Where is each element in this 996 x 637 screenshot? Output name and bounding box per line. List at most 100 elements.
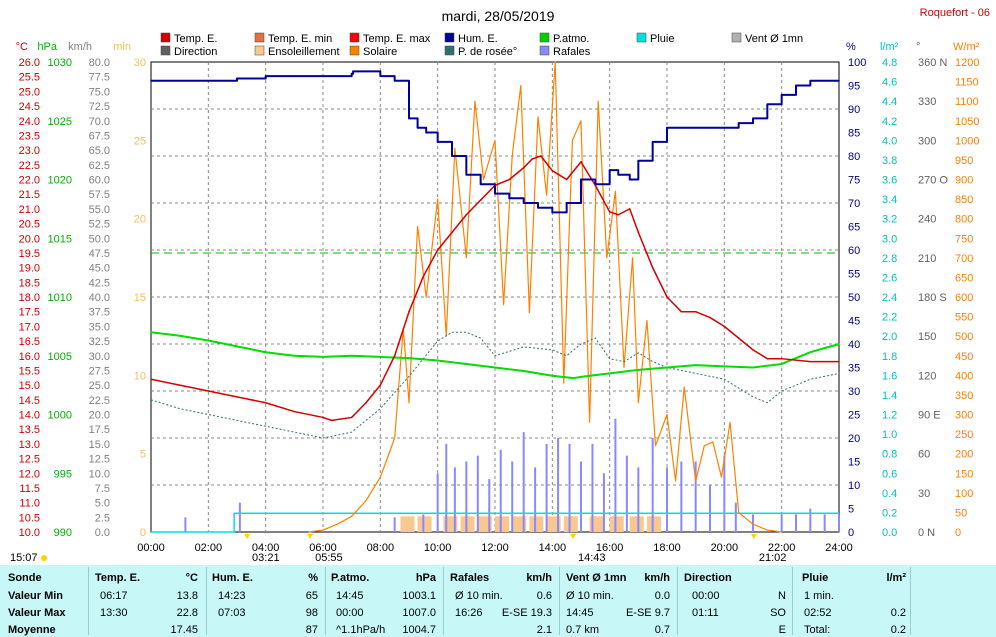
axis-tick-hum: 55 (848, 269, 860, 281)
summary-divider (325, 567, 326, 635)
axis-tick-dir: 60 (918, 449, 930, 461)
axis-tick-temp: 24.0 (19, 116, 40, 128)
axis-tick-hum: 20 (848, 433, 860, 445)
series-point (408, 310, 410, 313)
axis-tick-hum: 70 (848, 198, 860, 210)
summary-cell: 22.8 (176, 607, 198, 619)
x-tick-label: 00:00 (137, 542, 165, 554)
axis-tick-wind: 67.5 (89, 130, 110, 142)
axis-tick-hum: 90 (848, 104, 860, 116)
summary-divider (206, 567, 207, 635)
axis-tick-solar: 450 (955, 351, 973, 363)
summary-cell: 65 (305, 590, 318, 602)
summary-cell: 06:17 (100, 590, 128, 602)
series-point (293, 410, 296, 413)
axis-tick-dir: 90 E (918, 410, 941, 422)
summary-cell: km/h (526, 572, 552, 584)
series-point (551, 374, 554, 377)
axis-tick-min: 20 (134, 214, 146, 226)
summary-cell: Moyenne (8, 624, 56, 636)
series-point (628, 208, 631, 210)
series-point (838, 360, 840, 363)
axis-tick-solar: 150 (955, 468, 973, 480)
axis-tick-rain: 3.8 (882, 155, 897, 167)
series-point (479, 199, 482, 201)
legend-swatch (349, 45, 360, 56)
series-point (408, 357, 410, 359)
summary-cell: Ø 10 min. (566, 590, 614, 602)
series-point (436, 359, 439, 362)
axis-tick-press: 1020 (48, 175, 72, 187)
axis-unit-press: hPa (37, 41, 57, 53)
series-point (236, 77, 238, 80)
axis-tick-wind: 50.0 (89, 233, 110, 245)
series-point (723, 365, 726, 368)
series-point (425, 131, 428, 134)
x-tick-label: 04:00 (252, 542, 280, 554)
axis-unit-min: min (113, 41, 131, 53)
summary-cell: l/m² (886, 572, 906, 584)
series-point (551, 211, 554, 214)
series-line (150, 331, 840, 380)
series-point (737, 337, 740, 339)
series-point (608, 372, 611, 375)
series-point (236, 396, 238, 398)
axis-tick-wind: 12.5 (89, 454, 110, 466)
series-point (580, 178, 582, 181)
axis-tick-temp: 10.0 (19, 527, 40, 539)
axis-tick-temp: 23.5 (19, 130, 40, 142)
series-point (451, 231, 453, 234)
axis-tick-solar: 600 (955, 292, 973, 304)
series-point (178, 384, 181, 386)
series-point (709, 316, 711, 319)
series-point (594, 183, 597, 185)
axis-tick-press: 1005 (48, 351, 72, 363)
axis-tick-solar: 500 (955, 331, 973, 343)
axis-tick-dir: 240 (918, 214, 936, 226)
axis-tick-wind: 0.0 (95, 527, 110, 539)
axis-tick-rain: 4.4 (882, 96, 897, 108)
axis-tick-solar: 200 (955, 449, 973, 461)
axis-tick-wind: 20.0 (89, 410, 110, 422)
legend-swatch (349, 32, 360, 43)
series-point (236, 345, 238, 348)
axis-tick-temp: 21.5 (19, 189, 40, 201)
axis-tick-wind: 5.0 (95, 498, 110, 510)
series-point (537, 206, 539, 209)
legend-label: Temp. E. (174, 33, 217, 45)
axis-tick-dir: 150 (918, 331, 936, 343)
chart-series (150, 61, 840, 533)
axis-tick-press: 995 (54, 468, 72, 480)
summary-cell: 0.6 (536, 590, 552, 602)
axis-tick-temp: 15.5 (19, 365, 40, 377)
axis-tick-wind: 32.5 (89, 336, 110, 348)
series-point (666, 127, 668, 129)
axis-tick-hum: 85 (848, 128, 860, 140)
axis-tick-solar: 350 (955, 390, 973, 402)
axis-unit-solar: W/m² (953, 41, 980, 53)
series-point (436, 141, 439, 143)
series-point (594, 184, 597, 187)
series-point (293, 354, 296, 357)
axis-tick-temp: 11.5 (19, 483, 40, 495)
chart-title: mardi, 28/05/2019 (442, 8, 555, 24)
axis-tick-rain: 0.6 (882, 468, 897, 480)
legend-label: P.atmo. (553, 33, 590, 45)
axis-tick-wind: 80.0 (89, 57, 110, 69)
sun-marker-icon (244, 534, 251, 539)
series-point (723, 127, 726, 129)
axis-tick-wind: 27.5 (89, 365, 110, 377)
series-point (580, 161, 582, 163)
x-tick-label: 24:00 (825, 542, 853, 554)
axis-tick-press: 1000 (48, 410, 72, 422)
summary-cell: 1007.0 (402, 607, 436, 619)
axis-tick-rain: 4.2 (882, 116, 897, 128)
series-point (637, 231, 640, 234)
axis-unit-rain: l/m² (880, 41, 899, 53)
axis-tick-temp: 11.0 (19, 498, 40, 510)
axis-tick-solar: 400 (955, 370, 973, 382)
series-point (322, 416, 324, 419)
summary-cell: 00:00 (692, 590, 720, 602)
x-tick-label: 20:00 (711, 542, 739, 554)
series-line (150, 331, 840, 439)
